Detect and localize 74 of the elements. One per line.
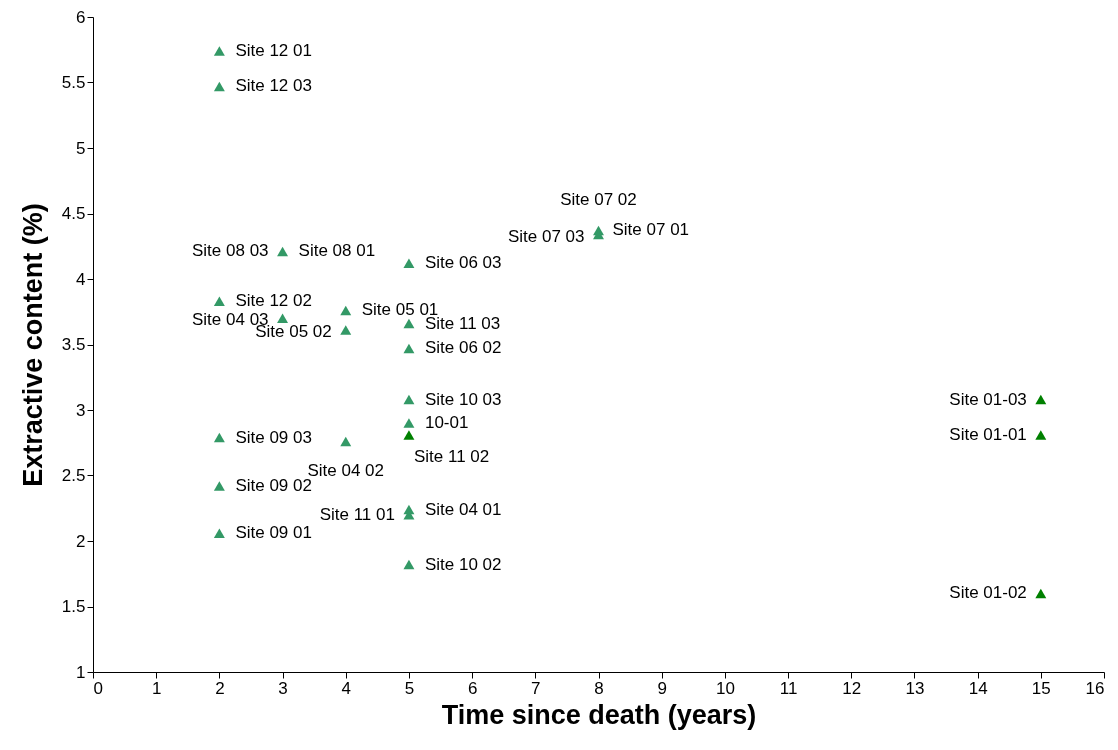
point <box>403 258 415 269</box>
x-tick-label: 12 <box>842 678 862 698</box>
annotation: Site 07 01 <box>612 219 690 239</box>
annotation: Site 07 02 <box>560 189 637 209</box>
x-tick-label: 16 <box>1085 678 1105 698</box>
point <box>403 559 415 570</box>
x-tick-label: 4 <box>341 678 351 698</box>
point <box>340 325 352 335</box>
x-tick-label: 5 <box>404 678 415 698</box>
point <box>277 246 289 257</box>
y-tick-label: 3 <box>76 400 86 420</box>
point <box>213 46 225 56</box>
annotation: Site 09 01 <box>235 523 312 543</box>
annotation: Site 09 02 <box>235 475 312 495</box>
point <box>403 343 415 354</box>
x-tick-label: 3 <box>278 678 288 698</box>
x-tick-label: 6 <box>467 678 478 698</box>
annotation: Site 06 03 <box>424 253 502 273</box>
point <box>403 504 415 515</box>
point <box>403 394 415 405</box>
point <box>1035 394 1047 405</box>
y-tick-label: 1.5 <box>61 597 86 616</box>
point <box>403 318 415 329</box>
point <box>213 528 225 538</box>
y-tick-label: 3.5 <box>61 335 86 354</box>
y-tick-label: 4 <box>76 269 86 289</box>
annotation: Site 12 01 <box>235 41 312 61</box>
y-tick-label: 2 <box>76 531 86 551</box>
point <box>403 430 415 440</box>
annotation: Site 07 03 <box>507 227 585 247</box>
x-tick-label: 1 <box>151 678 162 698</box>
x-tick-label: 2 <box>215 678 225 698</box>
annotation: Site 12 03 <box>235 76 312 96</box>
y-axis-title: Extractive content (%) <box>17 203 48 487</box>
annotation: Site 06 02 <box>424 338 502 358</box>
x-tick-label: 0 <box>93 678 103 698</box>
annotation: Site 11 02 <box>413 446 490 466</box>
annotation: Site 11 01 <box>319 504 395 524</box>
y-tick-label: 6 <box>76 7 86 27</box>
annotation: Site 04 01 <box>424 499 502 519</box>
point <box>1035 588 1047 599</box>
y-tick-label: 2.5 <box>61 466 86 485</box>
point <box>403 418 415 428</box>
point <box>213 481 225 491</box>
point <box>340 436 352 447</box>
annotation: Site 10 02 <box>424 554 502 574</box>
annotation: Site 01-01 <box>949 424 1027 444</box>
y-tick-label: 5 <box>76 138 86 158</box>
point <box>213 81 225 92</box>
x-tick-label: 15 <box>1031 678 1051 698</box>
x-tick-label: 10 <box>715 678 735 698</box>
annotation: Site 10 03 <box>424 389 502 409</box>
annotation: Site 09 03 <box>235 427 312 447</box>
y-tick-label: 5.5 <box>61 73 86 92</box>
point <box>1035 430 1047 440</box>
x-tick-label: 9 <box>657 678 667 698</box>
annotation: Site 01-02 <box>949 583 1027 603</box>
point <box>213 296 225 307</box>
x-tick-label: 14 <box>968 678 988 698</box>
point <box>340 305 352 316</box>
annotation: Site 01-03 <box>949 389 1027 409</box>
point <box>277 313 289 324</box>
annotation: Site 08 03 <box>192 241 269 261</box>
x-tick-label: 8 <box>594 678 604 698</box>
x-tick-label: 7 <box>531 678 541 698</box>
annotation: 10-01 <box>424 413 469 433</box>
point <box>213 432 225 443</box>
x-tick-label: 13 <box>905 678 925 698</box>
annotation: Site 12 02 <box>235 291 312 311</box>
y-tick-label: 1 <box>76 662 86 682</box>
annotation: Site 08 01 <box>298 241 376 261</box>
y-tick-label: 4.5 <box>61 204 86 223</box>
x-axis-title: Time since death (years) <box>441 699 757 730</box>
x-tick-label: 11 <box>779 678 798 698</box>
